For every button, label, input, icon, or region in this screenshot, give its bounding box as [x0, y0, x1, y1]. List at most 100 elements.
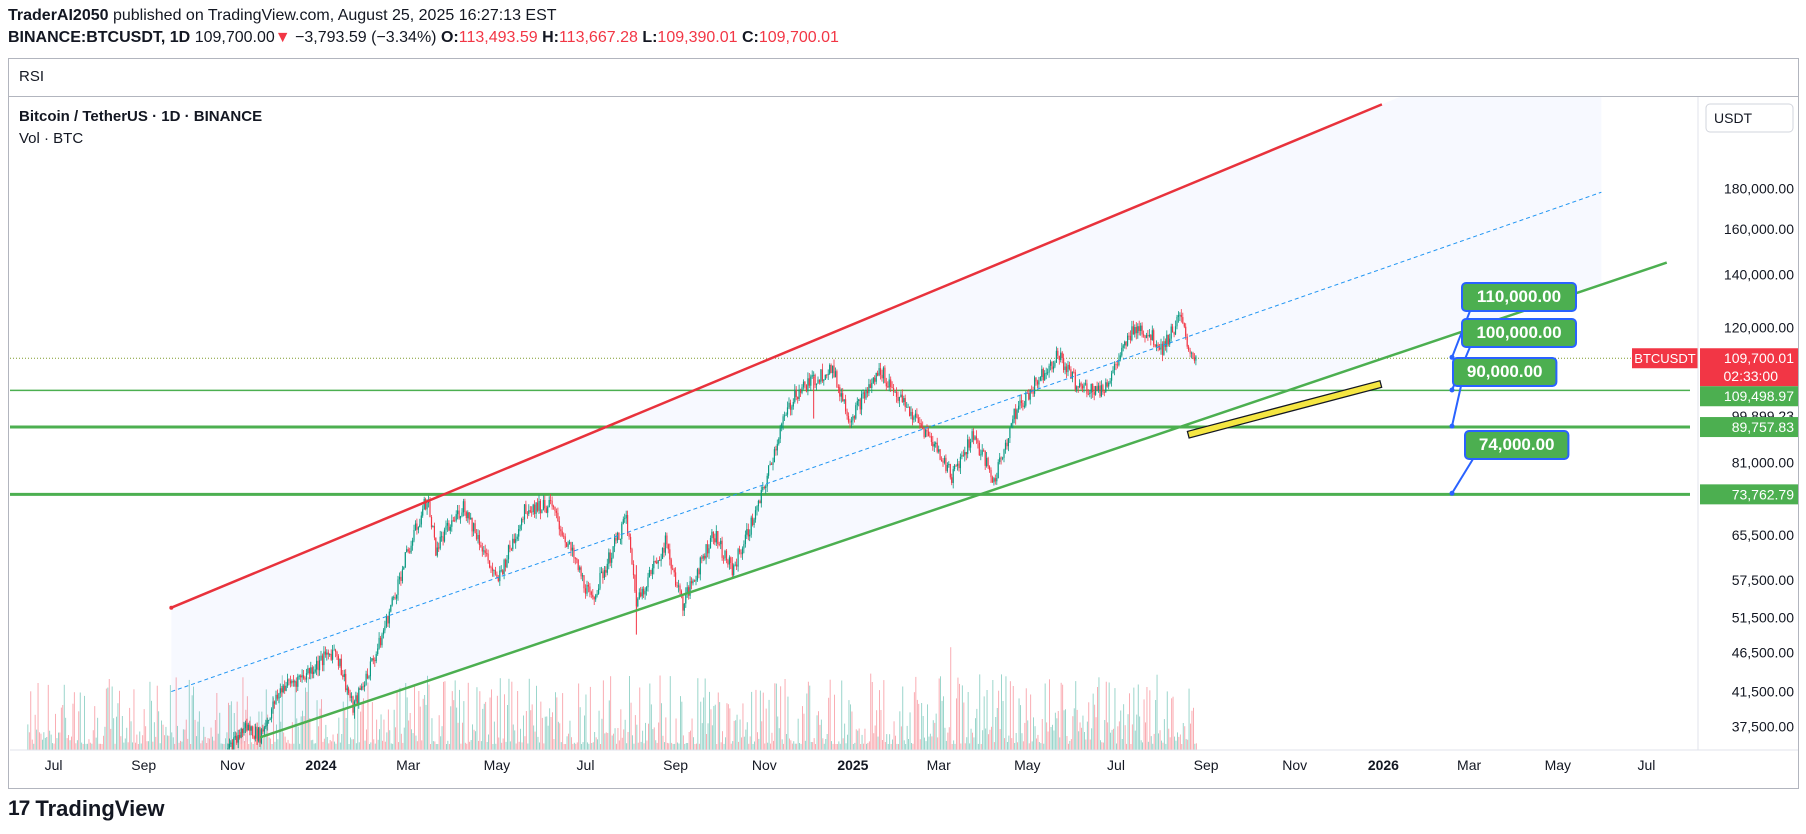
- chart-title[interactable]: Bitcoin / TetherUS · 1D · BINANCE: [19, 108, 263, 125]
- candle-body: [692, 580, 694, 584]
- volume-bar: [200, 743, 202, 750]
- candle-body: [375, 654, 377, 662]
- time-tick-label: Jul: [1107, 757, 1125, 773]
- candle-body: [371, 658, 373, 662]
- volume-bar: [595, 737, 597, 750]
- volume-bar: [480, 741, 482, 750]
- candle-body: [643, 588, 645, 595]
- volume-bar: [743, 736, 745, 750]
- volume-bar: [71, 736, 72, 750]
- volume-bar: [992, 680, 994, 750]
- volume-bar: [757, 732, 758, 750]
- volume-bar: [539, 742, 540, 750]
- volume-bar: [65, 717, 67, 750]
- tradingview-logo[interactable]: 17 TradingView: [8, 796, 165, 822]
- candle-body: [691, 581, 693, 584]
- candle-body: [1002, 457, 1004, 459]
- volume-bar: [142, 735, 144, 750]
- ticker-tag-label: BTCUSDT: [1634, 351, 1695, 366]
- candle-body: [621, 523, 623, 539]
- candle-body: [554, 506, 556, 511]
- candle-body: [1172, 326, 1174, 333]
- volume-bar: [797, 718, 799, 750]
- candle-body: [570, 542, 572, 551]
- volume-bar: [132, 742, 133, 750]
- volume-bar: [1126, 743, 1127, 750]
- candle-body: [714, 538, 716, 543]
- volume-bar: [164, 735, 165, 750]
- candle-body: [903, 398, 905, 402]
- candle-body: [750, 517, 752, 535]
- candle-body: [449, 526, 451, 531]
- volume-bar: [959, 683, 960, 750]
- price-callout: 74,000.00: [1449, 430, 1570, 496]
- candle-body: [798, 389, 800, 399]
- rsi-pane[interactable]: RSI: [9, 59, 1798, 97]
- volume-bar: [890, 744, 892, 750]
- volume-bar: [1127, 714, 1129, 750]
- volume-bar: [605, 732, 607, 750]
- candle-body: [723, 557, 725, 559]
- volume-bar: [174, 743, 176, 750]
- volume-bar: [448, 744, 450, 750]
- candle-body: [390, 605, 392, 612]
- volume-bar: [864, 728, 866, 750]
- candle-body: [987, 457, 989, 467]
- candle-body: [1044, 373, 1046, 381]
- candle-body: [561, 531, 563, 536]
- volume-bar: [1052, 724, 1053, 750]
- candle-body: [717, 531, 719, 544]
- candle-body: [236, 736, 238, 743]
- candle-body: [350, 696, 353, 698]
- volume-bar: [191, 695, 193, 750]
- rsi-label[interactable]: RSI: [19, 68, 45, 85]
- volume-bar: [493, 721, 495, 750]
- candle-body: [310, 667, 312, 674]
- candle-body: [1116, 364, 1118, 366]
- volume-bar: [569, 720, 571, 750]
- candle-body: [949, 464, 951, 478]
- volume-bar: [723, 743, 725, 750]
- volume-bar: [755, 689, 757, 750]
- time-tick-label: Mar: [396, 757, 420, 773]
- candle-body: [1073, 371, 1075, 373]
- volume-bar: [806, 693, 808, 750]
- candle-body: [398, 576, 401, 580]
- volume-bar: [653, 727, 655, 750]
- candle-body: [1118, 359, 1120, 366]
- callout-box: [1452, 357, 1558, 387]
- volume-bar: [1140, 740, 1142, 750]
- volume-bar: [650, 704, 652, 750]
- volume-bar: [1130, 744, 1132, 750]
- candle-body: [917, 417, 919, 423]
- volume-bar: [338, 717, 340, 750]
- volume-bar: [418, 691, 420, 750]
- candle-body: [695, 579, 697, 582]
- candle-body: [1132, 326, 1134, 335]
- volume-bar: [951, 744, 953, 750]
- candle-body: [847, 415, 850, 422]
- volume-bar: [209, 738, 210, 750]
- volume-bar: [278, 696, 280, 750]
- volume-bar: [1181, 744, 1183, 750]
- open-label: O:: [440, 29, 459, 46]
- volume-bar: [50, 734, 52, 750]
- candle-body: [1186, 336, 1188, 347]
- author-name[interactable]: TraderAI2050: [8, 7, 109, 24]
- volume-bar: [759, 690, 761, 750]
- candle-body: [682, 596, 684, 611]
- volume-bar: [579, 707, 581, 750]
- volume-bar: [1001, 674, 1002, 750]
- candle-body: [509, 545, 511, 549]
- volume-bar: [912, 743, 914, 750]
- candle-body: [313, 671, 315, 674]
- candle-body: [981, 450, 983, 455]
- candle-body: [802, 381, 805, 388]
- volume-bar: [954, 743, 956, 750]
- candle-body: [1015, 408, 1017, 419]
- candle-body: [749, 534, 751, 537]
- volume-legend[interactable]: Vol · BTC: [19, 130, 84, 147]
- volume-bar: [1188, 688, 1190, 750]
- volume-bar: [617, 728, 619, 750]
